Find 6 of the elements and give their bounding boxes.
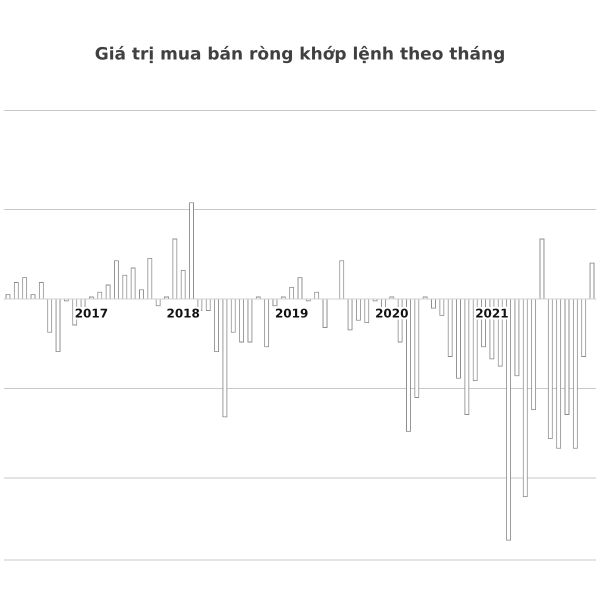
x-tick-label: 2020 <box>375 306 408 320</box>
chart-title: Giá trị mua bán ròng khớp lệnh theo tháng <box>94 44 506 65</box>
x-tick-label: 2021 <box>475 306 509 320</box>
x-tick-label: 2018 <box>166 306 200 320</box>
x-tick-label: 2017 <box>74 306 108 320</box>
x-tick-label: 2019 <box>274 306 308 320</box>
